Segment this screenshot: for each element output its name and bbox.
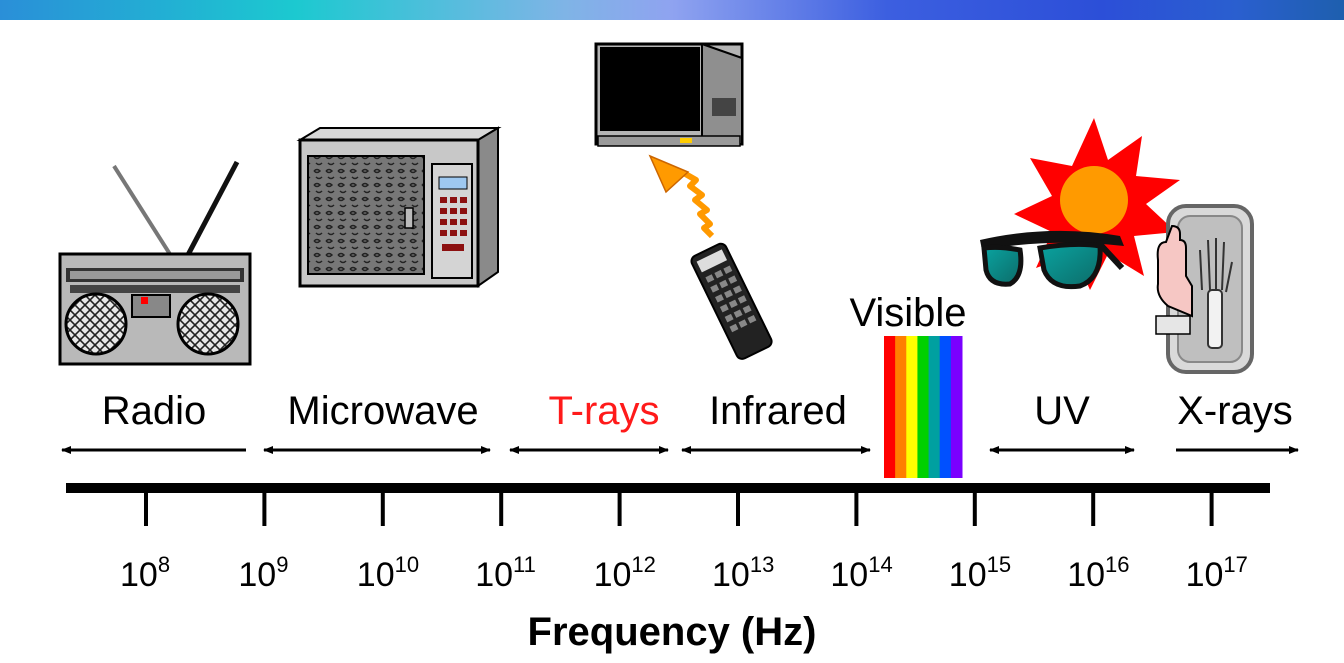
band-label-t-rays: T-rays <box>548 389 659 433</box>
frequency-axis-ticks <box>144 492 1214 526</box>
band-label-microwave: Microwave <box>287 389 478 433</box>
axis-tick-label-13: 1013 <box>712 552 774 594</box>
xray-hand-icon <box>1155 204 1254 374</box>
axis-tick-label-15: 1015 <box>949 552 1011 594</box>
spectrum-band-0 <box>884 336 896 478</box>
frequency-axis-tick-labels: 108 109 1010 1011 1012 1013 1014 1015 1016 1017 <box>120 552 1248 594</box>
rainbow-spectrum-icon <box>884 336 963 478</box>
axis-tick-label-16: 1016 <box>1067 552 1129 594</box>
television-icon <box>594 42 744 147</box>
spectrum-band-3 <box>917 336 930 478</box>
axis-title: Frequency (Hz) <box>528 610 817 654</box>
axis-tick-label-9: 109 <box>238 552 288 594</box>
band-label-x-rays: X-rays <box>1177 389 1293 433</box>
header-gradient-bar <box>0 0 1344 20</box>
band-label-uv: UV <box>1034 389 1090 433</box>
axis-tick-label-14: 1014 <box>830 552 892 594</box>
tv-remote-icon <box>690 242 773 360</box>
sunglasses-icon <box>980 230 1125 290</box>
spectrum-band-1 <box>895 336 907 478</box>
spectrum-band-5 <box>939 336 952 478</box>
axis-tick-label-11: 1011 <box>475 552 536 594</box>
band-label-radio: Radio <box>102 389 207 433</box>
axis-tick-label-12: 1012 <box>594 552 656 594</box>
microwave-oven-icon <box>296 126 502 288</box>
axis-tick-label-10: 1010 <box>357 552 419 594</box>
infrared-beam-icon <box>648 154 715 239</box>
axis-tick-label-17: 1017 <box>1186 552 1248 594</box>
band-label-visible: Visible <box>849 291 966 335</box>
band-label-infrared: Infrared <box>709 389 847 433</box>
spectrum-band-2 <box>906 336 918 478</box>
axis-tick-label-8: 108 <box>120 552 170 594</box>
spectrum-band-4 <box>928 336 941 478</box>
radio-icon <box>58 160 252 366</box>
spectrum-band-6 <box>950 336 963 478</box>
